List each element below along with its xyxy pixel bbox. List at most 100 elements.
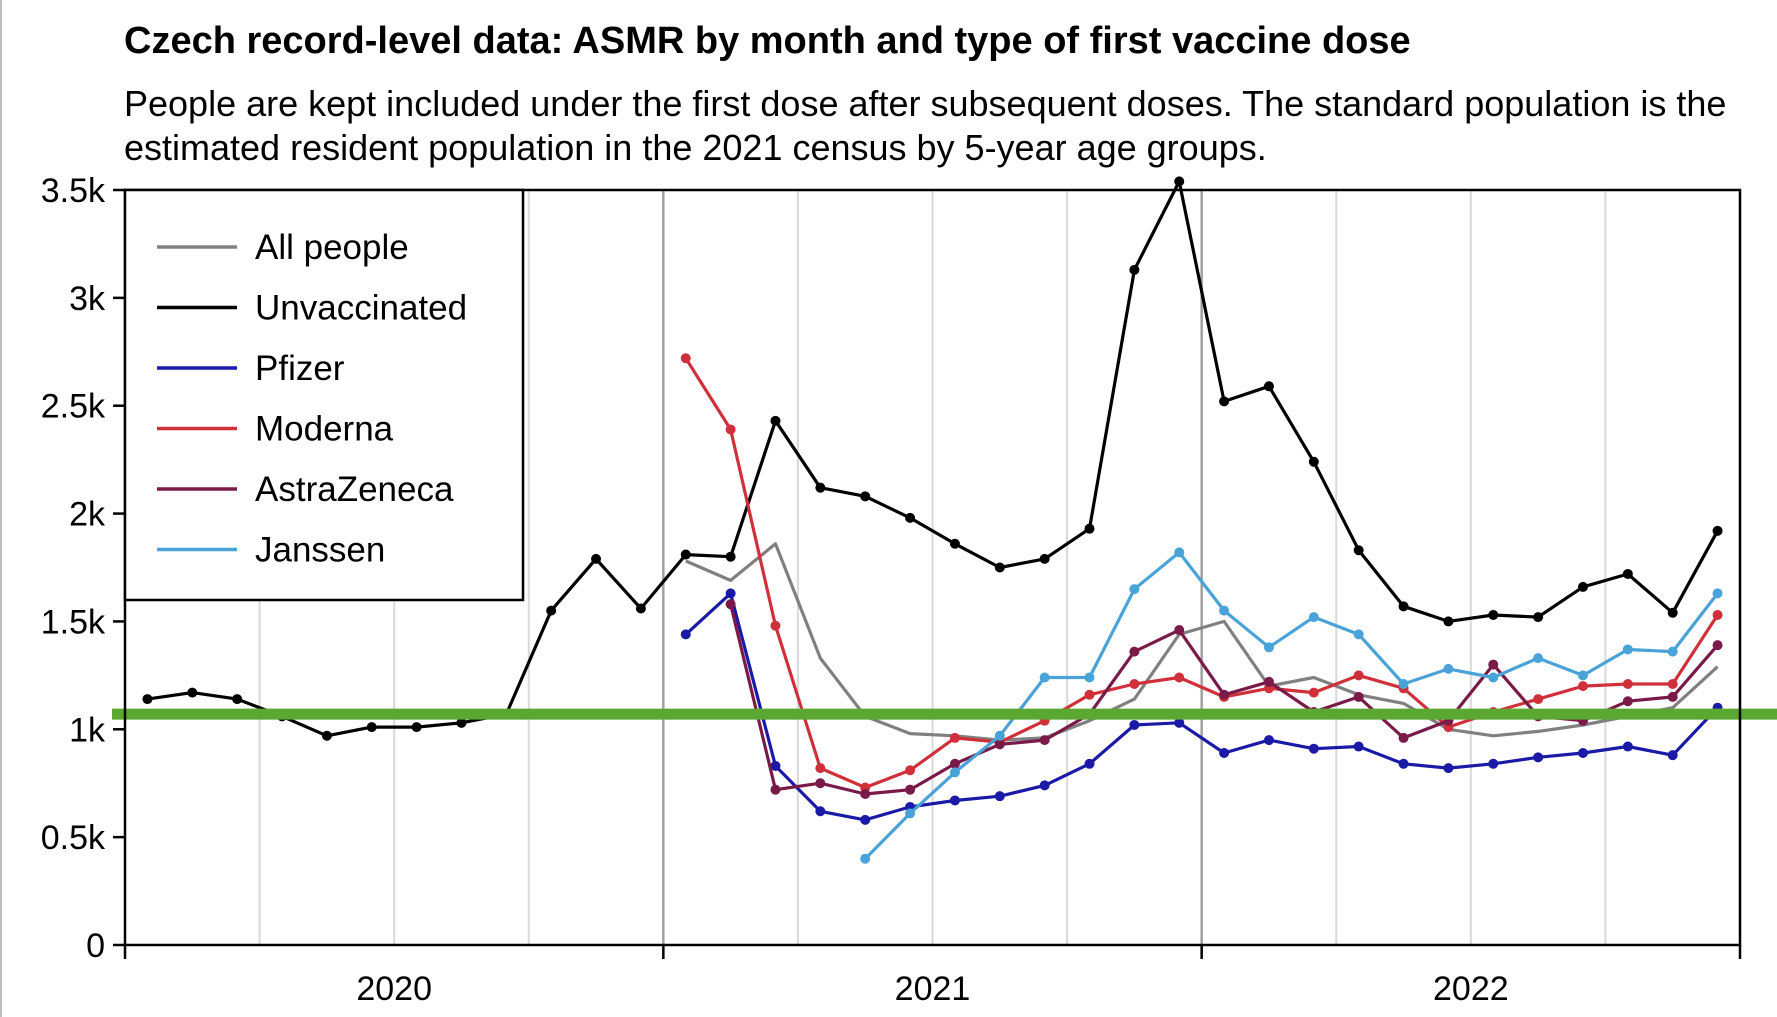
data-point [680,353,691,364]
data-point [949,795,960,806]
data-point [994,730,1005,741]
data-point [905,512,916,523]
data-point [1622,644,1633,655]
data-point [1263,676,1274,687]
data-point [1174,547,1185,558]
legend-label: Moderna [255,410,394,449]
data-point [635,603,646,614]
data-point [1667,646,1678,657]
data-point [905,765,916,776]
data-point [1084,672,1095,683]
data-point [725,588,736,599]
data-point [994,562,1005,573]
data-point [1712,609,1723,620]
data-point [1622,568,1633,579]
data-point [321,730,332,741]
data-point [1219,396,1230,407]
data-point [1129,584,1140,595]
y-tick-label: 1k [69,711,106,749]
data-point [1263,381,1274,392]
data-point [1353,691,1364,702]
y-tick-label: 1.5k [41,603,106,641]
data-point [680,549,691,560]
data-point [949,732,960,743]
data-point [860,491,871,502]
y-tick-label: 3.5k [41,172,106,210]
data-point [860,814,871,825]
legend-box [123,188,525,602]
data-point [591,553,602,564]
data-point [725,551,736,562]
data-point [1533,653,1544,664]
data-point [860,789,871,799]
data-point [994,739,1005,750]
data-point [1667,691,1678,702]
legend: All people Unvaccinated Pfizer Moderna Astra… [123,188,525,602]
data-point [1039,672,1050,683]
data-point [1353,741,1364,752]
data-point [232,694,243,705]
series-line [684,357,1719,790]
data-point [1353,670,1364,681]
data-point [1308,687,1319,698]
data-point [1622,696,1633,707]
data-point [1488,672,1499,683]
data-point [770,760,781,771]
data-point [1084,523,1095,534]
data-point [1577,681,1588,692]
data-point [1129,264,1140,275]
series-line [684,591,1719,822]
legend-label: All people [255,228,409,267]
data-point [1263,735,1274,746]
data-point [187,687,198,698]
data-point [1398,678,1409,689]
series-unvaccinated [142,176,1723,741]
data-point [905,808,916,819]
data-point [1443,663,1454,674]
data-point [1488,659,1499,670]
data-point [1533,752,1544,763]
series-line [864,550,1719,860]
data-point [1308,743,1319,754]
x-tick-label: 2020 [356,970,432,1008]
data-point [1219,605,1230,616]
series-all-people [685,542,1719,742]
data-point [770,784,781,795]
x-tick-label: 2022 [1433,970,1509,1008]
data-point [1084,758,1095,769]
data-point [1129,678,1140,689]
data-point [1039,780,1050,791]
data-point [1712,640,1723,651]
data-point [680,629,691,640]
data-point [1084,689,1095,700]
data-point [1577,581,1588,592]
y-tick-label: 2k [69,496,106,534]
series-line [685,542,1719,742]
data-point [411,722,422,733]
chart-subtitle: People are kept included under the first… [124,83,1727,168]
data-point [1308,612,1319,623]
data-point [1667,678,1678,689]
data-point [1174,625,1185,636]
legend-label: Pfizer [255,349,345,388]
data-point [905,784,916,795]
data-point [770,415,781,426]
data-point [815,806,826,817]
grid-lines [258,190,1607,945]
data-point [949,538,960,549]
data-point [1174,672,1185,683]
series-astrazeneca [725,599,1723,799]
data-point [770,620,781,631]
data-point [1622,678,1633,689]
data-point [815,763,826,774]
data-point [1398,601,1409,612]
data-point [1398,758,1409,769]
data-point [142,694,153,705]
chart-title: Czech record-level data: ASMR by month a… [124,20,1411,62]
data-point [1129,646,1140,657]
data-point [1039,553,1050,564]
data-point [1174,717,1185,728]
data-point [860,853,871,864]
data-point [949,767,960,778]
